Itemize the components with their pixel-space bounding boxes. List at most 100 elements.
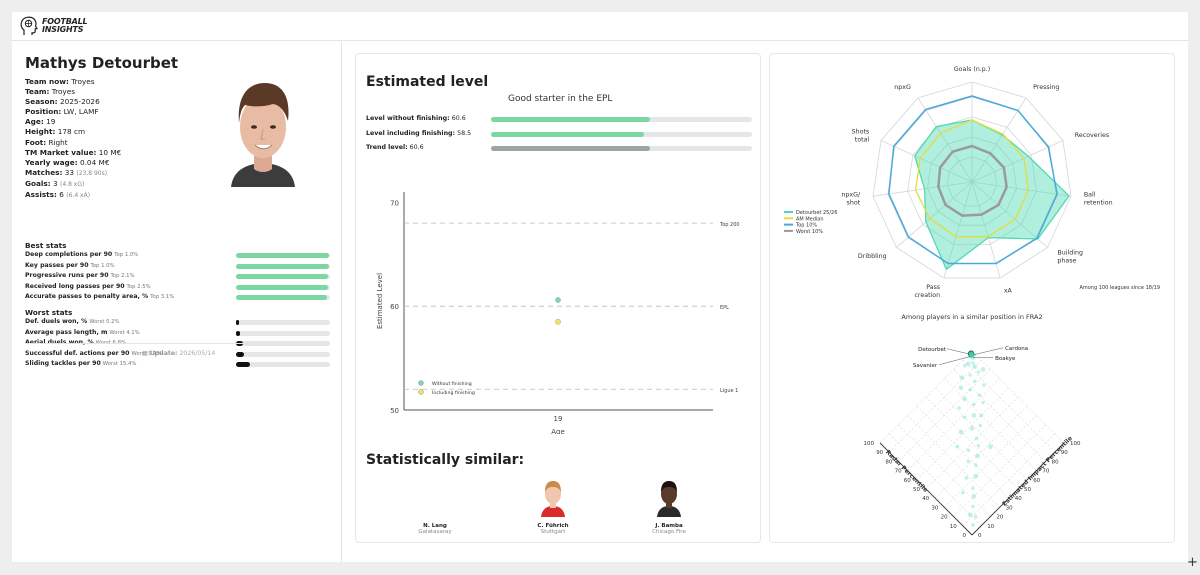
similar-player[interactable]: N. Lang Galatasaray bbox=[395, 477, 475, 535]
stat-name: Accurate passes to penalty area, % bbox=[25, 293, 149, 300]
info-value: 178 cm bbox=[57, 127, 86, 137]
info-sub: (23,8 90s) bbox=[76, 169, 108, 177]
scatter-point bbox=[973, 463, 978, 467]
stat-name: Sliding tackles per 90 bbox=[25, 360, 101, 367]
point-label: Boakye bbox=[995, 356, 1016, 362]
info-label: Assists: bbox=[25, 190, 57, 200]
info-label: Position: bbox=[25, 107, 62, 117]
info-row: Yearly wage: 0.04 M€ bbox=[25, 158, 225, 168]
stat-label: Successful def. actions per 90 Worst 9.1… bbox=[25, 350, 162, 357]
scatter-grid-line bbox=[953, 424, 1046, 517]
stat-row: Received long passes per 90 Top 2.5% bbox=[25, 283, 330, 293]
similar-player[interactable]: J. Bamba Chicago Fire bbox=[629, 477, 709, 535]
level-name: Level including finishing: bbox=[366, 129, 456, 137]
radar-spoke bbox=[971, 97, 1027, 183]
best-stats-title: Best stats bbox=[25, 241, 67, 250]
impact-tick-label: 60 bbox=[1033, 478, 1040, 484]
stat-label: Progressive runs per 90 Top 2.1% bbox=[25, 272, 135, 279]
scatter-grid-line bbox=[888, 359, 982, 453]
stat-bar-fill bbox=[236, 274, 329, 279]
brand-logo[interactable]: FOOTBALL INSIGHTS bbox=[20, 16, 88, 36]
stat-bar-fill bbox=[236, 263, 330, 269]
point-label: Savanier bbox=[913, 363, 938, 369]
level-name: Trend level: bbox=[366, 144, 408, 151]
labeled-point bbox=[971, 355, 975, 360]
radar-series-polygon bbox=[888, 95, 1058, 265]
scatter-grid-line bbox=[907, 378, 1000, 471]
radar-chart: Goals (n.p.) Pressing Recoveries Ball retent… bbox=[784, 66, 1160, 299]
brand-line-1: FOOTBALL bbox=[42, 17, 88, 26]
scatter-point bbox=[971, 486, 975, 490]
radar-tick-label: 100 bbox=[864, 441, 875, 447]
scatter-point bbox=[962, 396, 968, 402]
scatter-point bbox=[971, 361, 975, 365]
scatter-point bbox=[971, 413, 977, 418]
scatter-title: Among players in a similar position in F… bbox=[901, 313, 1042, 321]
scatter-point bbox=[955, 444, 960, 449]
add-icon[interactable]: + bbox=[1187, 555, 1198, 570]
scatter-point bbox=[971, 523, 975, 527]
radar-tick-label: 60 bbox=[904, 478, 911, 484]
radar-grid-ring bbox=[946, 156, 998, 207]
impact-tick-label: 10 bbox=[987, 524, 994, 530]
stat-bar-fill bbox=[236, 330, 240, 336]
level-bar-track bbox=[491, 146, 752, 151]
scatter-point bbox=[971, 493, 977, 499]
scatter-point bbox=[957, 406, 961, 410]
info-value: 3 bbox=[53, 178, 58, 188]
radar-legend-label: Worst 10% bbox=[796, 229, 823, 235]
stat-bar-track bbox=[236, 274, 330, 279]
radar-axis-label: Shots total bbox=[852, 129, 870, 144]
y-tick-label: 70 bbox=[390, 199, 399, 207]
stat-name: Key passes per 90 bbox=[25, 261, 89, 269]
radar-tick-label: 70 bbox=[895, 469, 902, 475]
radar-tick-label: 10 bbox=[950, 524, 957, 530]
info-sub: (6.4 xA) bbox=[66, 192, 91, 200]
scatter-point bbox=[972, 402, 976, 407]
scatter-grid-line bbox=[916, 387, 1010, 481]
stat-row: Deep completions per 90 Top 1.0% bbox=[25, 251, 330, 261]
scatter-point bbox=[962, 415, 967, 420]
stat-bar-track bbox=[236, 284, 330, 290]
stat-name: Average pass length, m bbox=[25, 328, 108, 336]
info-value: LW, LAMF bbox=[63, 107, 99, 117]
scatter-grid-line bbox=[944, 415, 1037, 508]
radar-legend-label: AM Median bbox=[796, 216, 824, 222]
point-label: Cardona bbox=[1005, 346, 1028, 352]
similar-player-club: Galatasaray bbox=[418, 529, 452, 535]
info-value: 10 M€ bbox=[98, 147, 122, 157]
stat-label: Key passes per 90 Top 1.0% bbox=[25, 262, 115, 269]
level-label: Trend level: 60.6 bbox=[366, 144, 752, 151]
radar-axis-label: Recoveries bbox=[1075, 132, 1109, 139]
label-leader bbox=[973, 347, 1004, 355]
y-tick-label: 50 bbox=[390, 407, 399, 415]
scatter-point bbox=[975, 453, 980, 459]
stat-bar-fill bbox=[236, 253, 330, 258]
level-value: 60.6 bbox=[409, 144, 424, 151]
radar-tick-label: 80 bbox=[885, 459, 892, 465]
radar-spoke bbox=[943, 181, 973, 279]
stat-row: Sliding tackles per 90 Worst 15.4% bbox=[25, 360, 330, 370]
radar-grid-ring bbox=[907, 116, 1037, 245]
radar-spoke bbox=[971, 181, 1001, 279]
stat-row: Aerial duels won, % Worst 6.8% bbox=[25, 339, 330, 349]
scatter-point bbox=[988, 444, 993, 450]
info-value: 2025-2026 bbox=[59, 97, 100, 107]
scatter-point bbox=[958, 429, 964, 435]
radar-series-polygon bbox=[937, 144, 1008, 217]
y-tick-label: 60 bbox=[390, 303, 399, 311]
estimated-level-card: Estimated level Good starter in the EPL … bbox=[355, 53, 761, 543]
radar-axis-label: npxG/shot bbox=[841, 192, 861, 207]
radar-tick-label: 40 bbox=[922, 496, 929, 502]
level-point bbox=[555, 297, 561, 303]
scatter-grid-line bbox=[971, 350, 1065, 444]
similar-player[interactable]: C. Führich Stuttgart bbox=[513, 477, 593, 535]
radar-axis-label: npxG bbox=[894, 84, 911, 91]
impact-tick-label: 90 bbox=[1061, 450, 1068, 456]
radar-footnote: Among 100 leagues since 18/19 bbox=[1079, 285, 1160, 291]
info-row: Assists: 6 (6.4 xA) bbox=[25, 190, 225, 201]
scatter-point bbox=[976, 370, 981, 374]
info-row: Position: LW, LAMF bbox=[25, 107, 225, 117]
brand-line-2: INSIGHTS bbox=[42, 25, 84, 34]
similar-player-club: Stuttgart bbox=[540, 529, 566, 535]
